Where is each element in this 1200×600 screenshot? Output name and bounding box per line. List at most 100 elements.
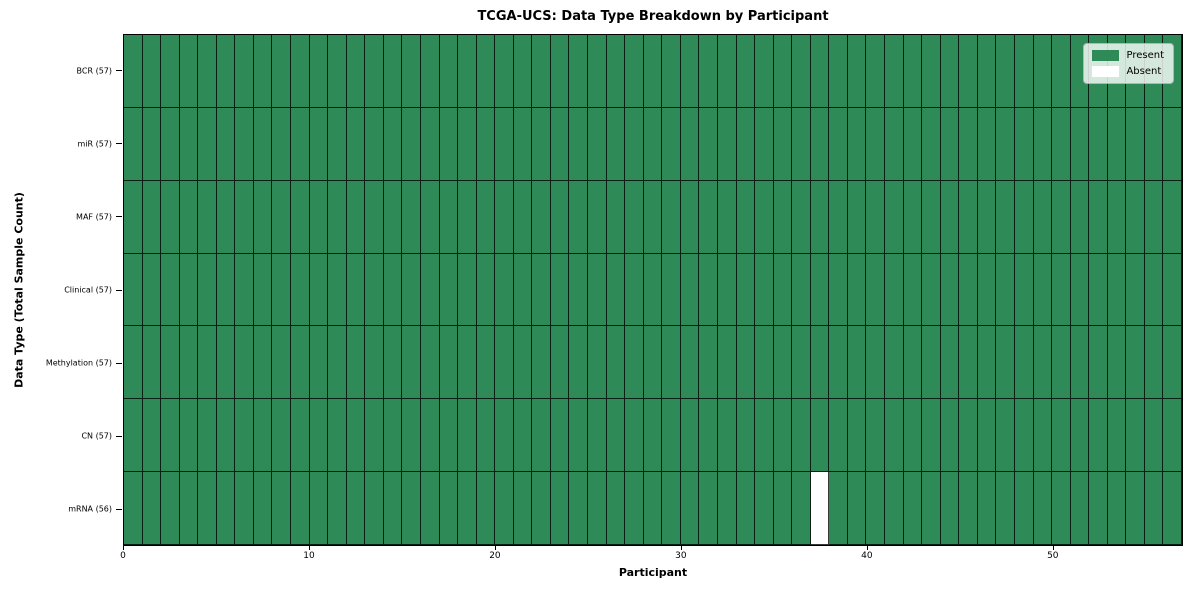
heatmap-cell bbox=[1052, 472, 1071, 545]
heatmap-cell bbox=[1033, 180, 1053, 254]
heatmap-cell bbox=[940, 326, 960, 400]
heatmap-cell bbox=[1163, 472, 1182, 545]
heatmap-cell bbox=[736, 326, 756, 400]
heatmap-cell bbox=[755, 472, 774, 545]
heatmap-cell bbox=[569, 399, 589, 473]
heatmap-cell bbox=[1033, 472, 1053, 545]
heatmap-cell bbox=[253, 326, 273, 400]
heatmap-cell bbox=[977, 399, 997, 473]
heatmap-cell bbox=[680, 180, 700, 254]
heatmap-cell bbox=[1014, 253, 1034, 327]
x-tick-label: 40 bbox=[861, 551, 873, 561]
heatmap-cell bbox=[699, 472, 718, 545]
x-tick-label: 50 bbox=[1047, 551, 1059, 561]
heatmap-cell bbox=[216, 107, 236, 181]
heatmap-cell bbox=[253, 35, 273, 108]
heatmap-cell bbox=[439, 472, 459, 545]
heatmap-cell bbox=[550, 253, 570, 327]
heatmap-cell bbox=[198, 107, 217, 181]
y-tick-mark bbox=[116, 216, 122, 218]
heatmap-cell bbox=[773, 399, 793, 473]
heatmap-cell bbox=[792, 107, 811, 181]
heatmap-cell bbox=[588, 180, 607, 254]
heatmap-cell bbox=[662, 326, 681, 400]
heatmap-cell bbox=[625, 107, 644, 181]
heatmap-cell bbox=[736, 253, 756, 327]
heatmap-cell bbox=[829, 326, 848, 400]
heatmap-cell bbox=[569, 326, 589, 400]
heatmap-cell bbox=[1163, 326, 1182, 400]
heatmap-cell bbox=[346, 180, 366, 254]
heatmap-cell bbox=[328, 35, 347, 108]
heatmap-cell bbox=[495, 399, 514, 473]
heatmap-cell bbox=[513, 35, 533, 108]
heatmap-cell bbox=[179, 35, 199, 108]
heatmap-cell bbox=[736, 35, 756, 108]
heatmap-cell bbox=[922, 472, 941, 545]
heatmap-cell bbox=[513, 107, 533, 181]
heatmap-cell bbox=[866, 107, 886, 181]
heatmap-cell bbox=[773, 472, 793, 545]
heatmap-cell bbox=[885, 399, 904, 473]
heatmap-cell bbox=[662, 35, 681, 108]
heatmap-cell bbox=[253, 253, 273, 327]
x-tick-label: 0 bbox=[120, 551, 126, 561]
heatmap-cell bbox=[495, 472, 514, 545]
heatmap-cell bbox=[495, 107, 514, 181]
heatmap-cell bbox=[940, 35, 960, 108]
y-tick-label: BCR (57) bbox=[76, 66, 112, 76]
heatmap-cell bbox=[959, 326, 978, 400]
heatmap-cell bbox=[309, 326, 329, 400]
heatmap-cell bbox=[847, 326, 867, 400]
heatmap-cell bbox=[662, 180, 681, 254]
x-tick-mark bbox=[494, 546, 496, 550]
heatmap-cell bbox=[940, 107, 960, 181]
heatmap-cell bbox=[699, 180, 718, 254]
heatmap-cell bbox=[829, 472, 848, 545]
heatmap-cell bbox=[142, 35, 162, 108]
heatmap-cell bbox=[476, 326, 496, 400]
legend: Present Absent bbox=[1083, 43, 1174, 84]
heatmap-cell bbox=[922, 253, 941, 327]
heatmap-cell bbox=[495, 35, 514, 108]
heatmap-cell bbox=[829, 107, 848, 181]
heatmap-cell bbox=[866, 472, 886, 545]
heatmap-cell bbox=[569, 472, 589, 545]
heatmap-cell bbox=[588, 399, 607, 473]
heatmap-cell bbox=[124, 35, 143, 108]
heatmap-cell bbox=[198, 472, 217, 545]
heatmap-cell bbox=[959, 472, 978, 545]
heatmap-cell bbox=[365, 472, 384, 545]
heatmap-cell bbox=[1033, 107, 1053, 181]
heatmap-cell bbox=[179, 326, 199, 400]
heatmap-cell bbox=[903, 180, 923, 254]
heatmap-cell bbox=[810, 35, 830, 108]
heatmap-cell bbox=[606, 35, 626, 108]
heatmap-cell bbox=[903, 35, 923, 108]
heatmap-cell bbox=[216, 180, 236, 254]
y-tick-mark bbox=[116, 143, 122, 145]
heatmap-cell bbox=[1070, 472, 1090, 545]
legend-item-absent: Absent bbox=[1092, 66, 1164, 77]
heatmap-cell bbox=[420, 107, 440, 181]
heatmap-cell bbox=[1144, 180, 1164, 254]
heatmap-cell bbox=[161, 253, 180, 327]
heatmap-cell bbox=[495, 326, 514, 400]
heatmap-cell bbox=[1089, 180, 1108, 254]
heatmap-cell bbox=[977, 472, 997, 545]
heatmap-cell bbox=[198, 253, 217, 327]
heatmap-cell bbox=[847, 180, 867, 254]
heatmap-cell bbox=[569, 107, 589, 181]
heatmap-cell bbox=[736, 399, 756, 473]
legend-item-present: Present bbox=[1092, 50, 1164, 61]
heatmap-cell bbox=[550, 180, 570, 254]
y-tick-label: miR (57) bbox=[77, 139, 112, 149]
heatmap-cell bbox=[977, 180, 997, 254]
heatmap-cell bbox=[755, 326, 774, 400]
heatmap-cell bbox=[272, 399, 292, 473]
heatmap-cell bbox=[755, 107, 774, 181]
heatmap-cell bbox=[699, 399, 718, 473]
heatmap-cell bbox=[198, 399, 217, 473]
heatmap-cell bbox=[383, 35, 403, 108]
heatmap-cell bbox=[124, 472, 143, 545]
